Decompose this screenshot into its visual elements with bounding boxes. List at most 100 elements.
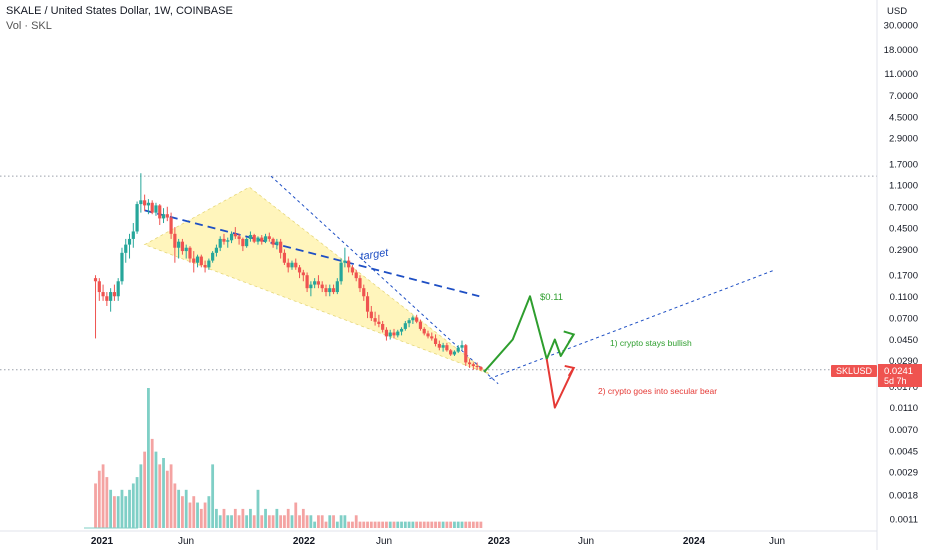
volume-bar [113, 496, 116, 528]
bear-scenario-label: 2) crypto goes into secular bear [598, 386, 717, 396]
candle-body [127, 238, 132, 245]
volume-bar [411, 521, 415, 528]
candle-body [358, 278, 362, 289]
volume-bar [139, 464, 143, 528]
volume-bar [298, 515, 301, 528]
volume-bar [184, 489, 188, 528]
target-trendline [144, 209, 480, 298]
volume-bar [158, 464, 162, 528]
time-tick-label: 2021 [91, 536, 114, 547]
bear-scenario-path [545, 358, 575, 409]
price-tick-label: 0.0290 [889, 356, 918, 367]
candle-body [199, 256, 203, 265]
volume-bar [275, 508, 279, 528]
volume-bar [233, 508, 237, 528]
volume-bar [131, 483, 135, 528]
volume-bar [173, 483, 177, 528]
candle-body [207, 260, 211, 268]
candle-body [241, 238, 245, 247]
volume-bar [203, 502, 207, 528]
candle-body [313, 281, 317, 285]
candle-body [279, 241, 283, 253]
candle-body [260, 237, 264, 242]
volume-bar [373, 521, 377, 528]
volume-bar [396, 521, 400, 528]
candle-body [165, 214, 169, 218]
candle-body [464, 345, 468, 363]
volume-bar [343, 515, 347, 528]
price-tick-label: 0.0045 [889, 446, 918, 457]
volume-bar [143, 451, 147, 528]
volume-bar [165, 470, 169, 528]
volume-bar [241, 508, 245, 528]
volume-bar [434, 521, 437, 528]
candle-body [112, 292, 117, 297]
volume-bar [94, 483, 97, 528]
candle-body [467, 362, 472, 365]
candle-body [150, 202, 154, 213]
volume-bar [116, 496, 120, 528]
candle-body [169, 217, 173, 234]
target-label: target [360, 247, 391, 263]
bull-arrow-head [563, 330, 576, 343]
volume-bar [468, 521, 471, 528]
candle-body [437, 343, 441, 348]
candle-body [184, 247, 188, 252]
long-trend-extension [489, 269, 776, 380]
price-tick-label: 1.1000 [889, 180, 918, 191]
candle-body [245, 238, 249, 247]
volume-bar [449, 521, 453, 528]
price-tick-label: 0.4500 [889, 224, 918, 235]
volume-bar [437, 521, 441, 528]
volume-bar [301, 508, 305, 528]
volume-bar [120, 489, 124, 528]
candle-body [135, 204, 139, 232]
volume-bar [471, 521, 475, 528]
candle-body [116, 281, 120, 297]
price-tick-label: 0.0450 [889, 335, 918, 346]
volume-bar [324, 521, 328, 528]
price-tick-label: 0.0070 [889, 425, 918, 436]
candle-body [218, 238, 222, 248]
volume-bar [283, 515, 286, 528]
candle-body [248, 235, 253, 239]
volume-bar [286, 508, 290, 528]
volume-bar [150, 438, 154, 528]
price-tick-label: 4.5000 [889, 112, 918, 123]
candle-body [426, 333, 430, 337]
volume-bar [332, 515, 335, 528]
volume-bar [128, 489, 131, 528]
time-tick-label: Jun [376, 536, 392, 547]
candle-body [381, 323, 385, 330]
volume-bar [290, 515, 294, 528]
candle-body [271, 238, 275, 245]
volume-bar [347, 521, 351, 528]
volume-bar [279, 515, 283, 528]
price-tick-label: 0.0110 [890, 403, 918, 414]
price-badge-bg [878, 364, 922, 387]
candle-body [441, 345, 445, 348]
volume-bar [226, 515, 230, 528]
volume-bar [377, 521, 381, 528]
price-tick-label: 0.7000 [889, 202, 918, 213]
volume-bar [237, 515, 241, 528]
price-tick-label: 0.2900 [889, 245, 918, 256]
volume-bar [339, 515, 343, 528]
candle-body [180, 241, 185, 252]
time-tick-label: 2023 [488, 536, 511, 547]
candle-body [384, 329, 389, 337]
candle-body [105, 296, 109, 301]
candle-body [418, 321, 423, 329]
volume-bar [271, 515, 275, 528]
candle-body [131, 231, 135, 239]
candle-body [377, 321, 381, 324]
candle-body [422, 328, 426, 334]
chart-title: SKALE / United States Dollar, 1W, COINBA… [6, 5, 233, 17]
volume-bar [392, 521, 396, 528]
volume-bar [460, 521, 464, 528]
candle-body [452, 351, 457, 355]
candle-body [139, 200, 143, 205]
price-tick-label: 0.0011 [890, 515, 918, 526]
